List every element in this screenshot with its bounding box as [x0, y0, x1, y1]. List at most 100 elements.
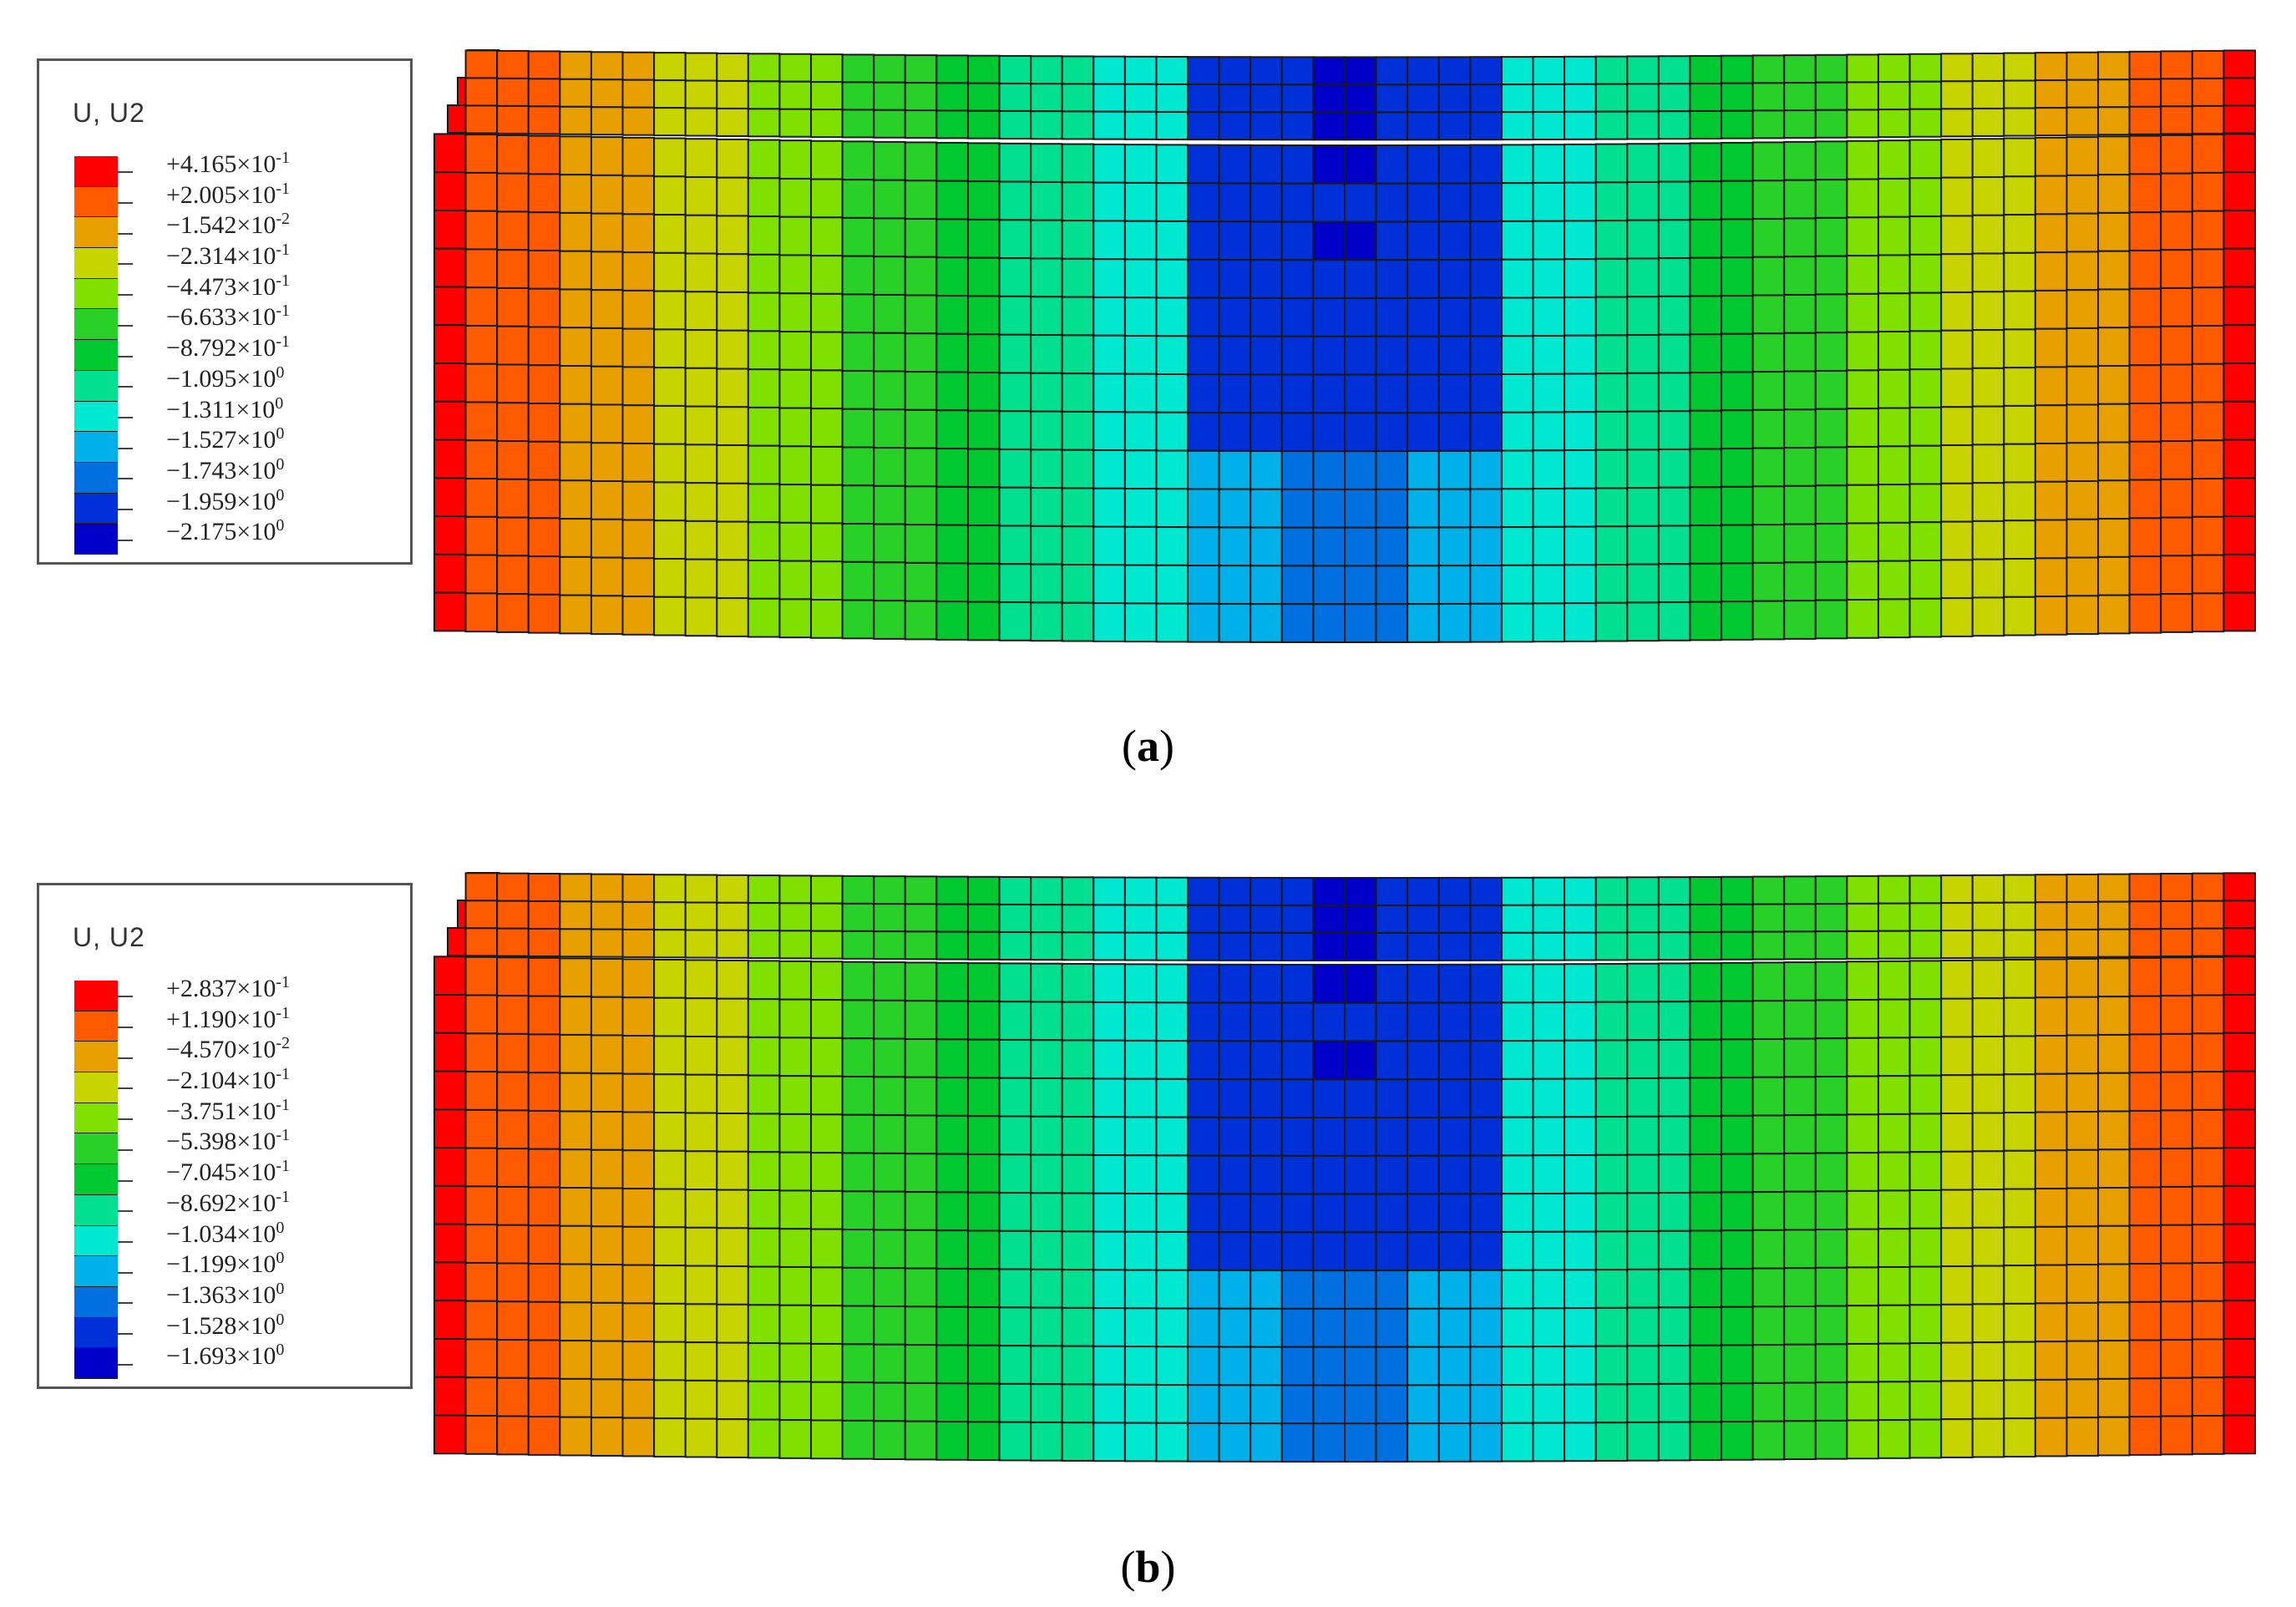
legend-tick — [118, 1240, 133, 1243]
legend-times-ten: ×10 — [236, 1219, 276, 1248]
legend-value-mantissa: −5.398 — [166, 1128, 237, 1156]
legend-times-ten: ×10 — [236, 975, 276, 1002]
legend-swatch — [74, 1286, 118, 1318]
legend-times-ten: ×10 — [236, 1189, 276, 1217]
legend-value-exponent: -1 — [276, 1157, 291, 1176]
legend-tick — [118, 355, 133, 357]
legend-value-mantissa: −1.542 — [166, 211, 237, 240]
legend-times-ten: ×10 — [236, 150, 276, 178]
legend-swatch — [74, 278, 118, 310]
legend-value: −2.314×10-1 — [166, 235, 291, 270]
legend-value-exponent: -1 — [276, 1003, 291, 1022]
legend-value-exponent: -1 — [276, 1187, 291, 1206]
legend-title-a: U, U2 — [73, 98, 145, 128]
legend-value-mantissa: −2.175 — [166, 518, 237, 546]
legend-times-ten: ×10 — [236, 426, 276, 454]
legend-value: −3.751×10-1 — [166, 1090, 290, 1125]
legend-value: −1.693×100 — [166, 1335, 290, 1370]
legend-tick — [118, 1333, 133, 1336]
legend-value: −6.633×10-1 — [166, 296, 290, 331]
legend-value-exponent: -1 — [276, 1126, 291, 1145]
legend-colorbar-b — [74, 981, 118, 1379]
legend-value: −1.034×100 — [166, 1213, 290, 1248]
caption-a: (a) — [1122, 721, 1174, 771]
legend-value-mantissa: +2.005 — [166, 180, 237, 209]
legend-tick — [118, 416, 133, 418]
legend-swatch — [74, 462, 118, 494]
legend-value: +2.005×10-1 — [166, 174, 290, 209]
legend-value: −1.311×100 — [166, 388, 290, 423]
legend-value-mantissa: −7.045 — [166, 1158, 237, 1187]
legend-value-mantissa: −2.104 — [166, 1067, 237, 1095]
caption-letter-a: a — [1137, 721, 1159, 771]
legend-times-ten: ×10 — [236, 1128, 276, 1156]
legend-times-ten: ×10 — [236, 211, 276, 240]
legend-swatch — [74, 1194, 118, 1226]
legend-a: U, U2 +4.165×10-1 +2.005×10-1 −1.542×10-2−… — [37, 58, 413, 565]
legend-tick — [118, 1302, 133, 1305]
legend-tick — [118, 996, 133, 998]
beam-top-face — [447, 872, 2257, 961]
legend-value-exponent: 0 — [276, 454, 285, 474]
legend-swatch — [74, 524, 118, 555]
beam-top-face — [447, 49, 2257, 141]
beam-front-face — [433, 956, 2257, 1463]
legend-swatch — [74, 981, 118, 1011]
legend-b: U, U2 +2.837×10-1 +1.190×10-1 −4.570×10-2−… — [37, 883, 413, 1389]
legend-times-ten: ×10 — [236, 272, 276, 301]
legend-tick — [118, 447, 133, 449]
legend-value-mantissa: −3.751 — [166, 1097, 237, 1125]
legend-times-ten: ×10 — [236, 1097, 276, 1125]
legend-swatch — [74, 248, 118, 279]
legend-value-exponent: 0 — [276, 1310, 285, 1329]
legend-tick — [118, 539, 133, 541]
legend-value-exponent: 0 — [276, 516, 285, 535]
legend-value-mantissa: −4.570 — [166, 1036, 237, 1064]
legend-value-mantissa: −1.743 — [166, 456, 237, 484]
legend-swatch — [74, 1164, 118, 1195]
legend-swatch — [74, 401, 118, 433]
legend-swatch — [74, 217, 118, 249]
legend-title-b: U, U2 — [73, 922, 145, 952]
legend-value: −4.570×10-2 — [166, 1028, 290, 1063]
legend-value: +1.190×10-1 — [166, 998, 291, 1033]
legend-value-mantissa: −6.633 — [166, 303, 237, 332]
legend-swatch — [74, 309, 118, 341]
legend-times-ten: ×10 — [236, 1311, 276, 1340]
legend-value: −1.095×100 — [166, 357, 290, 393]
beam-contour-a — [433, 49, 2257, 643]
legend-value-mantissa: −1.199 — [166, 1250, 237, 1279]
legend-value-exponent: 0 — [276, 1249, 285, 1268]
legend-tick — [118, 1027, 133, 1029]
caption-b: (b) — [1120, 1542, 1176, 1592]
legend-value: −1.542×10-2 — [166, 204, 290, 239]
legend-value: −4.473×10-1 — [166, 266, 290, 301]
legend-value-mantissa: −1.528 — [166, 1311, 237, 1340]
legend-times-ten: ×10 — [236, 395, 276, 423]
legend-swatch — [74, 493, 118, 525]
legend-swatch — [74, 156, 118, 187]
legend-swatch — [74, 1348, 118, 1379]
legend-times-ten: ×10 — [236, 1067, 276, 1095]
legend-tick — [118, 509, 133, 511]
legend-value-exponent: -1 — [276, 332, 291, 352]
legend-value: −8.792×10-1 — [166, 327, 291, 362]
legend-times-ten: ×10 — [236, 518, 276, 546]
beam-contour-b — [433, 872, 2257, 1463]
legend-labels-b: +2.837×10-1 +1.190×10-1 −4.570×10-2 −2.104×… — [166, 967, 291, 1370]
legend-times-ten: ×10 — [236, 1158, 276, 1187]
legend-swatch — [74, 1103, 118, 1134]
legend-times-ten: ×10 — [236, 334, 276, 362]
legend-value-mantissa: +2.837 — [166, 975, 237, 1002]
legend-labels-a: +4.165×10-1 +2.005×10-1 −1.542×10-2 −2.314×… — [166, 143, 291, 545]
legend-times-ten: ×10 — [236, 364, 276, 393]
legend-value-mantissa: +1.190 — [166, 1005, 237, 1033]
legend-value-exponent: 0 — [276, 362, 285, 382]
legend-times-ten: ×10 — [236, 303, 276, 332]
legend-value-mantissa: −8.792 — [166, 334, 237, 362]
legend-value-exponent: -1 — [276, 241, 291, 260]
legend-value-exponent: -1 — [276, 973, 291, 991]
legend-value: −1.528×100 — [166, 1305, 290, 1340]
legend-value-mantissa: +4.165 — [166, 150, 237, 178]
legend-value: −1.199×100 — [166, 1243, 290, 1278]
